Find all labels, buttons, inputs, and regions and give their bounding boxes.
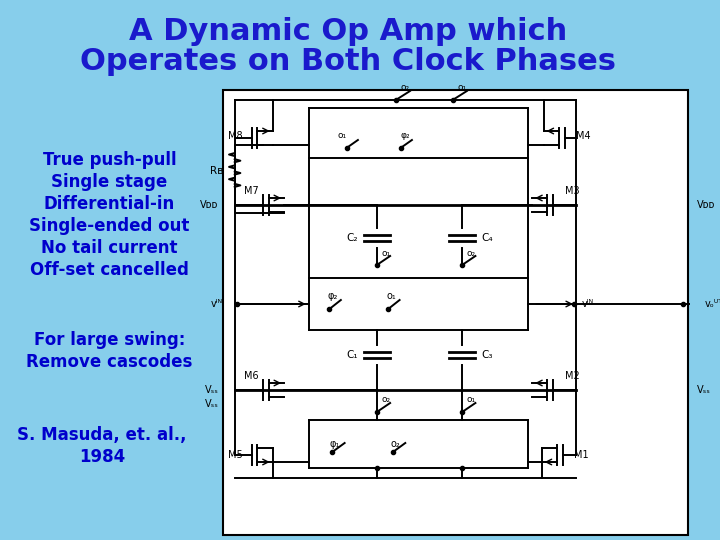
- Text: M7: M7: [243, 186, 258, 196]
- Text: M4: M4: [576, 131, 590, 141]
- Text: Vₛₛ: Vₛₛ: [697, 385, 711, 395]
- Text: Operates on Both Clock Phases: Operates on Both Clock Phases: [81, 48, 616, 77]
- Text: o₁: o₁: [457, 84, 467, 92]
- Text: o₁: o₁: [382, 248, 391, 258]
- Text: C₃: C₃: [481, 350, 492, 360]
- Text: Vₛₛ: Vₛₛ: [204, 385, 219, 395]
- Text: No tail current: No tail current: [41, 239, 178, 257]
- Text: 1984: 1984: [79, 448, 125, 466]
- Text: vᴵᴺ: vᴵᴺ: [582, 299, 594, 309]
- Text: o₁: o₁: [337, 132, 346, 140]
- Text: Remove cascodes: Remove cascodes: [27, 353, 193, 371]
- Text: M6: M6: [244, 371, 258, 381]
- Text: Single stage: Single stage: [51, 173, 168, 191]
- Text: M2: M2: [564, 371, 580, 381]
- Text: Vᴅᴅ: Vᴅᴅ: [697, 200, 716, 210]
- Text: o₂: o₂: [467, 248, 476, 258]
- Text: o₁: o₁: [467, 395, 476, 404]
- Text: o₁: o₁: [386, 291, 396, 301]
- Text: o₂: o₂: [382, 395, 391, 404]
- Text: o₂: o₂: [391, 439, 401, 449]
- Text: Rʙ: Rʙ: [210, 166, 223, 176]
- Text: S. Masuda, et. al.,: S. Masuda, et. al.,: [17, 426, 186, 444]
- Text: Off-set cancelled: Off-set cancelled: [30, 261, 189, 279]
- Text: M3: M3: [564, 186, 579, 196]
- Text: For large swing:: For large swing:: [34, 331, 185, 349]
- Text: Vᴅᴅ: Vᴅᴅ: [200, 200, 219, 210]
- Text: M1: M1: [574, 450, 589, 460]
- Text: Vₛₛ: Vₛₛ: [204, 399, 219, 409]
- Text: M8: M8: [228, 131, 243, 141]
- Text: φ₂: φ₂: [400, 132, 410, 140]
- Text: True push-pull: True push-pull: [42, 151, 176, 169]
- Text: A Dynamic Op Amp which: A Dynamic Op Amp which: [130, 17, 567, 46]
- Bar: [223, 90, 688, 535]
- Text: Differential-in: Differential-in: [44, 195, 175, 213]
- Text: vₒᵁᵀ: vₒᵁᵀ: [705, 299, 720, 309]
- Text: o₂: o₂: [400, 84, 410, 92]
- Text: C₁: C₁: [346, 350, 358, 360]
- Text: φ₁: φ₁: [330, 439, 341, 449]
- Text: φ₂: φ₂: [327, 291, 338, 301]
- Text: Single-ended out: Single-ended out: [30, 217, 190, 235]
- Text: C₂: C₂: [346, 233, 358, 243]
- Text: C₄: C₄: [481, 233, 492, 243]
- Text: vᴵᴺ: vᴵᴺ: [211, 299, 223, 309]
- Text: M5: M5: [228, 450, 243, 460]
